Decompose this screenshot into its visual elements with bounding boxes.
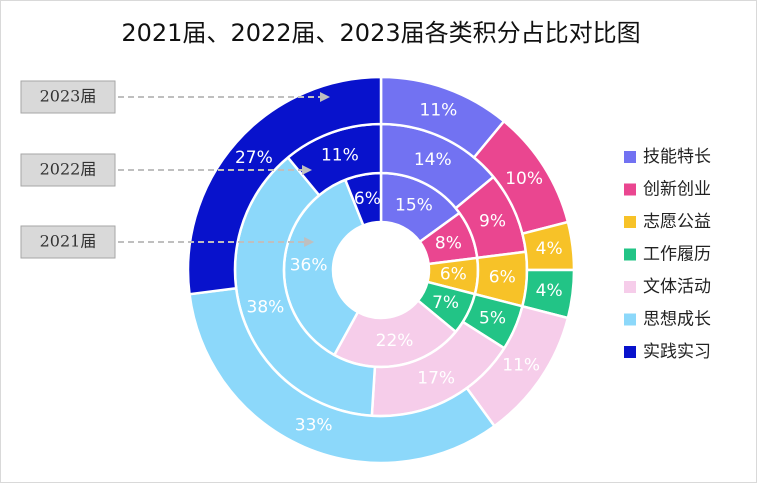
legend-text: 实践实习 <box>643 342 711 362</box>
legend-swatch <box>624 248 636 261</box>
ring-name-box <box>20 80 116 114</box>
legend-text: 思想成长 <box>643 310 711 330</box>
data-label: 33% <box>295 416 333 436</box>
arrow-head <box>301 165 312 175</box>
data-label: 27% <box>235 148 273 168</box>
legend-swatch <box>624 183 636 196</box>
segment <box>186 75 383 296</box>
data-label: 4% <box>536 239 563 259</box>
data-label: 22% <box>376 331 414 351</box>
ring-name: 2022届 <box>40 160 97 179</box>
ring-name-box <box>20 153 116 187</box>
data-label: 11% <box>321 146 359 166</box>
legend-swatch <box>624 151 636 163</box>
legend-text: 创新创业 <box>643 180 711 200</box>
ring-name: 2021届 <box>40 232 97 251</box>
ring-name: 2023届 <box>40 87 97 106</box>
arrow-head <box>320 92 330 102</box>
arrow-head <box>304 237 315 247</box>
legend-text: 技能特长 <box>643 147 711 167</box>
data-label: 14% <box>414 150 452 170</box>
legend-swatch <box>624 281 636 293</box>
data-label: 11% <box>420 101 458 121</box>
data-label: 7% <box>432 293 459 313</box>
legend-swatch <box>624 313 636 326</box>
data-label: 17% <box>417 368 455 388</box>
legend-swatch <box>624 346 636 358</box>
data-label: 10% <box>505 169 543 189</box>
data-label: 36% <box>290 255 328 275</box>
legend-text: 工作履历 <box>643 245 711 265</box>
data-label: 38% <box>247 298 285 318</box>
legend-text: 文体活动 <box>643 277 711 297</box>
data-label: 11% <box>502 355 540 375</box>
data-label: 4% <box>536 281 563 301</box>
legend-text: 志愿公益 <box>643 212 711 232</box>
legend-swatch <box>624 216 636 228</box>
ring-name-box <box>20 225 116 259</box>
data-label: 6% <box>489 268 516 288</box>
chart-title: 2021届、2022届、2023届各类积分占比对比图 <box>121 19 640 47</box>
data-label: 15% <box>395 195 433 215</box>
data-label: 6% <box>354 189 381 209</box>
data-label: 8% <box>435 233 462 253</box>
data-label: 9% <box>479 212 506 232</box>
data-label: 6% <box>440 265 467 285</box>
data-label: 5% <box>479 308 506 328</box>
